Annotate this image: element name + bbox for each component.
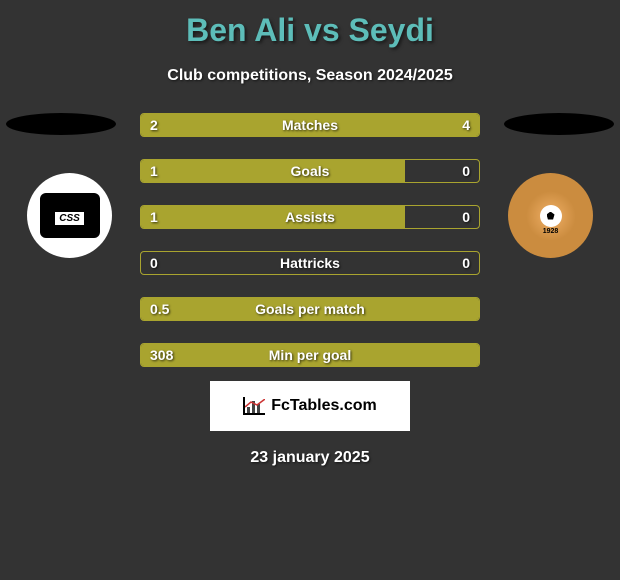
stat-label: Goals <box>291 163 330 179</box>
stat-bar-fill-left <box>141 206 405 228</box>
stat-value-right: 0 <box>462 209 470 225</box>
stat-value-left: 1 <box>150 163 158 179</box>
source-logo-text: FcTables.com <box>271 397 377 415</box>
stat-label: Matches <box>282 117 338 133</box>
team-badge-left: CSS <box>27 173 112 258</box>
stat-bar-fill-left <box>141 160 405 182</box>
stat-value-right: 4 <box>462 117 470 133</box>
chart-icon <box>243 397 265 415</box>
team-badge-right-inner: 1928 <box>526 191 576 241</box>
stat-row: Goals 1 0 <box>140 159 480 183</box>
stat-value-left: 0 <box>150 255 158 271</box>
stat-value-right: 0 <box>462 163 470 179</box>
team-badge-left-code: CSS <box>55 212 84 225</box>
stat-row: Matches 2 4 <box>140 113 480 137</box>
stat-value-right: 0 <box>462 255 470 271</box>
stat-label: Goals per match <box>255 301 365 317</box>
shadow-right <box>504 113 614 135</box>
shadow-left <box>6 113 116 135</box>
team-badge-right-year: 1928 <box>543 228 559 235</box>
source-logo[interactable]: FcTables.com <box>210 381 410 431</box>
stat-row: Hattricks 0 0 <box>140 251 480 275</box>
stat-row: Min per goal 308 <box>140 343 480 367</box>
stat-value-left: 308 <box>150 347 173 363</box>
stat-label: Assists <box>285 209 335 225</box>
stat-value-left: 2 <box>150 117 158 133</box>
stat-value-left: 0.5 <box>150 301 169 317</box>
stat-label: Min per goal <box>269 347 351 363</box>
team-badge-right: 1928 <box>508 173 593 258</box>
stat-row: Goals per match 0.5 <box>140 297 480 321</box>
page-title: Ben Ali vs Seydi <box>0 0 620 49</box>
stat-value-left: 1 <box>150 209 158 225</box>
stat-bars: Matches24Goals10Assists10Hattricks00Goal… <box>140 113 480 367</box>
team-badge-left-inner: CSS <box>40 193 100 238</box>
comparison-panel: CSS 1928 Matches24Goals10Assists10Hattri… <box>0 113 620 367</box>
stat-label: Hattricks <box>280 255 340 271</box>
stat-row: Assists 1 0 <box>140 205 480 229</box>
ball-icon <box>540 205 562 227</box>
subtitle: Club competitions, Season 2024/2025 <box>0 67 620 85</box>
date-label: 23 january 2025 <box>0 449 620 467</box>
